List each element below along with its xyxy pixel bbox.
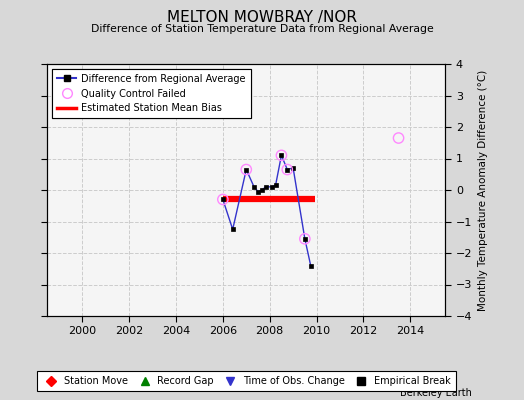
Point: [301, 236, 309, 242]
Text: MELTON MOWBRAY /NOR: MELTON MOWBRAY /NOR: [167, 10, 357, 25]
Text: Berkeley Earth: Berkeley Earth: [400, 388, 472, 398]
Legend: Station Move, Record Gap, Time of Obs. Change, Empirical Break: Station Move, Record Gap, Time of Obs. C…: [37, 372, 456, 391]
Point: [277, 152, 286, 158]
Point: [395, 135, 403, 141]
Point: [242, 166, 250, 173]
Y-axis label: Monthly Temperature Anomaly Difference (°C): Monthly Temperature Anomaly Difference (…: [478, 69, 488, 311]
Point: [283, 166, 291, 173]
Legend: Difference from Regional Average, Quality Control Failed, Estimated Station Mean: Difference from Regional Average, Qualit…: [52, 69, 250, 118]
Point: [219, 196, 227, 203]
Text: Difference of Station Temperature Data from Regional Average: Difference of Station Temperature Data f…: [91, 24, 433, 34]
